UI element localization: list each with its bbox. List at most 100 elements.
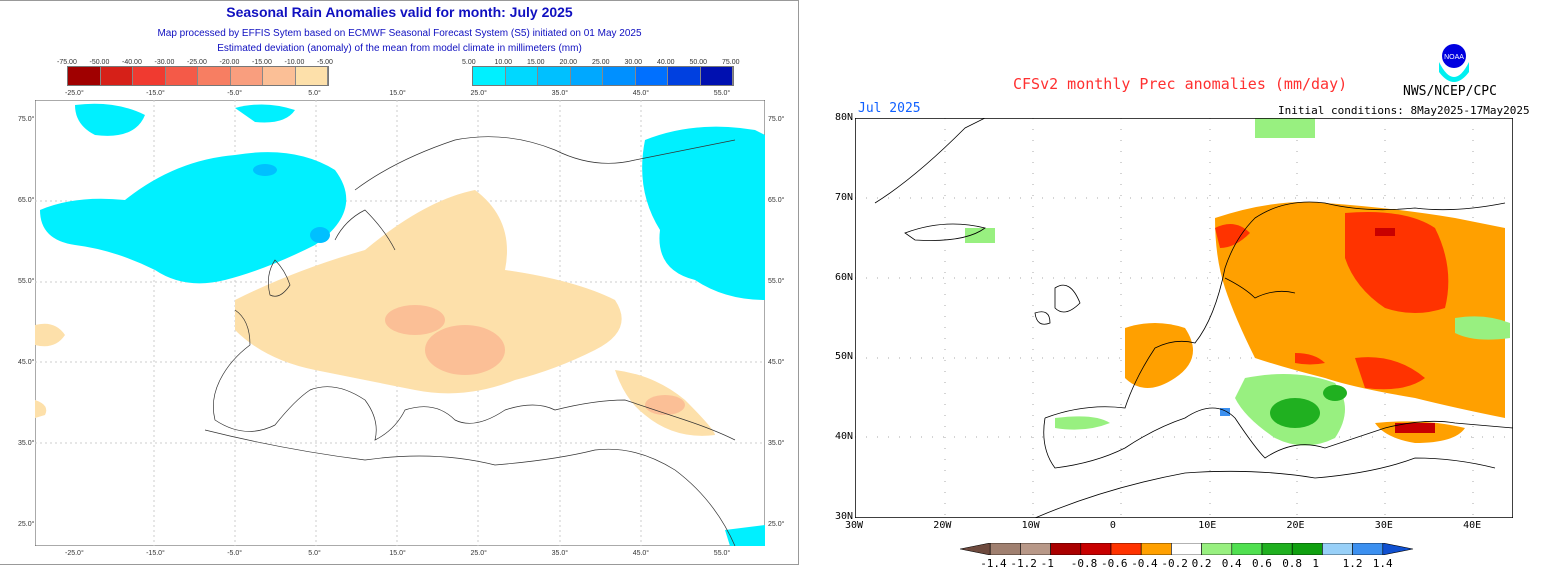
legend-label: 0.8 [1282,557,1303,570]
ecmwf-anomaly-map [35,100,765,546]
legend-swatch [1171,543,1202,555]
legend-swatch [1231,543,1263,555]
lon-label: 5.0° [308,550,321,557]
legend-label: -0.2 [1161,557,1188,570]
lon-label: 25.0° [470,90,487,97]
legend-swatch [1201,543,1233,555]
moderate-wet-areas [1270,385,1347,428]
dry-legend-label: -40.00 [122,59,142,66]
legend-swatch [1291,543,1323,555]
wet-legend-label: 30.00 [624,59,643,66]
legend-swatch [1050,543,1082,555]
lon-label: -15.0° [146,90,165,97]
lon-label: 45.0° [632,90,650,97]
legend-swatch [960,543,991,555]
lat-label: 30N [835,511,854,522]
wet-legend-label: 25.00 [592,59,610,66]
wet-legend-label: 20.00 [559,59,578,66]
month-label: Jul 2025 [858,101,921,116]
legend-swatch [1322,543,1353,555]
left-subtitle-2: Estimated deviation (anomaly) of the mea… [217,43,582,54]
graticule [855,118,1513,518]
lon-label: -5.0° [227,90,243,97]
lon-label: 15.0° [389,550,406,557]
agency-label: NWS/NCEP/CPC [1403,84,1497,99]
lon-label: 45.0° [632,550,650,557]
lon-label: 5.0° [308,90,321,97]
dry-legend-swatch [100,67,133,85]
legend-label: 1.2 [1342,557,1363,570]
ecmwf-panel: Seasonal Rain Anomalies valid for month:… [0,0,799,565]
lat-label: 40N [835,431,854,443]
lon-label: 0 [1109,520,1116,531]
dry-legend-label: -25.00 [187,59,207,66]
lon-label: 20W [933,520,952,531]
dry-legend-label: -75.00 [57,59,77,66]
lon-label: -25.0° [65,90,84,97]
lon-label: 30W [845,520,864,531]
lat-label: 35.0° [18,440,35,447]
dry-legend-swatch [198,67,231,85]
noaa-logo: NOAA [1435,42,1473,91]
legend-label: 0.4 [1221,557,1242,570]
wet-core [1220,408,1230,416]
wet-legend-swatch [603,67,636,85]
lon-label: 10E [1198,520,1217,531]
lat-label: 75.0° [768,116,785,123]
lat-label: 25.0° [18,521,35,528]
dry-legend-swatch [68,67,101,85]
lon-label: 35.0° [551,90,569,97]
lat-label: 65.0° [768,197,785,204]
dry-legend-label: -15.00 [252,59,272,66]
moderate-dry-areas [1215,212,1449,390]
legend-swatch [989,543,1021,555]
dry-legend-label: -20.00 [219,59,240,66]
lat-label: 45.0° [18,359,35,366]
lat-label: 75.0° [18,116,35,123]
lat-label: 45.0° [768,359,785,366]
dry-legend-label: -50.00 [89,59,110,66]
legend-label: 1.4 [1372,557,1393,570]
legend-swatch [1140,543,1172,555]
lon-label: -5.0° [227,550,243,557]
legend-swatch [1080,543,1112,555]
legend-label: -1 [1040,557,1054,570]
legend-label: -1.2 [1010,557,1037,570]
lat-label: 35.0° [768,440,785,447]
lon-label: 25.0° [470,550,487,557]
wet-legend-swatch [635,67,668,85]
wet-legend-label: 5.00 [462,59,476,66]
lon-label: -25.0° [65,550,84,557]
legend-swatch [1261,543,1293,555]
strong-dry-cores [1375,228,1435,433]
dry-legend-swatch [165,67,198,85]
lon-label: 55.0° [713,550,731,557]
wet-anomaly-cores [253,164,330,243]
dry-legend-label: -30.00 [154,59,175,66]
legend-label: 0.2 [1191,557,1212,570]
legend-label: 0.6 [1252,557,1272,570]
legend-swatch [1352,543,1384,555]
lon-label: 15.0° [389,90,406,97]
lat-label: 65.0° [18,197,35,204]
lon-label: 35.0° [551,550,569,557]
lat-label: 60N [835,271,854,283]
dry-legend-swatch [133,67,166,85]
right-legend-bar [960,543,1414,555]
legend-swatch [1382,543,1414,555]
lat-label: 80N [835,112,854,123]
lon-label: 30E [1374,520,1393,531]
wet-legend-label: 50.00 [689,59,708,66]
lon-label: 55.0° [713,90,731,97]
dry-legend-swatch [230,67,263,85]
dry-legend-swatch [295,67,328,85]
coastlines [874,118,1513,518]
wet-legend-swatch [505,67,538,85]
legend-label: 1 [1312,557,1320,570]
legend-label: -0.4 [1131,557,1158,570]
lat-label: 70N [835,191,854,203]
wet-legend-swatch [570,67,603,85]
left-subtitle-1: Map processed by EFFIS Sytem based on EC… [157,28,642,39]
lon-label: 20E [1286,520,1305,531]
initial-conditions: Initial conditions: 8May2025-17May2025 [1278,104,1530,117]
